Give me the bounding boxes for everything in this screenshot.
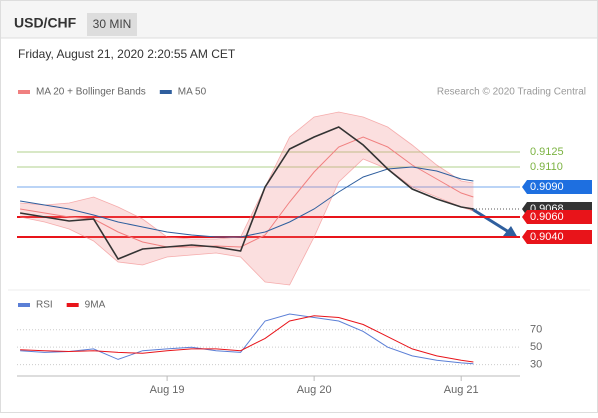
legend-swatch [66,303,79,307]
level-box [522,210,592,224]
y-tick-label: 30 [530,359,542,371]
legend-swatch [18,90,30,94]
level-box [522,180,592,194]
forecast-arrow [471,207,513,236]
interval: 30 MIN [93,17,132,31]
y-tick-label: 50 [530,341,542,353]
level-label: 0.9125 [530,146,564,158]
bollinger-lower [20,158,474,286]
level-label: 0.9090 [530,181,564,193]
y-tick-label: 70 [530,324,542,336]
source: Research © 2020 Trading Central [437,87,586,98]
level-label: 0.9040 [530,231,564,243]
legend-swatch [159,90,172,94]
interval-badge [87,13,137,36]
legend-label: MA 50 [178,87,207,98]
legend-label: MA 20 + Bollinger Bands [36,87,146,98]
x-tick-label: Aug 20 [297,384,332,396]
bollinger-upper [20,111,474,240]
forecast-arrowhead [503,226,518,238]
x-tick-label: Aug 19 [150,384,185,396]
timestamp: Friday, August 21, 2020 2:20:55 AM CET [18,47,236,61]
series-line [20,136,474,248]
price-line [19,126,474,260]
level-label: 0.9060 [530,211,564,223]
level-label: 0.9110 [530,161,563,173]
series-line [20,166,474,238]
legend-label: RSI [36,300,53,311]
level-box [522,230,592,244]
series-line [20,315,474,363]
legend-swatch [18,303,30,307]
legend-label: 9MA [85,300,106,311]
bollinger-fill [20,112,474,285]
x-tick-label: Aug 21 [444,384,479,396]
symbol: USD/CHF [14,15,77,31]
